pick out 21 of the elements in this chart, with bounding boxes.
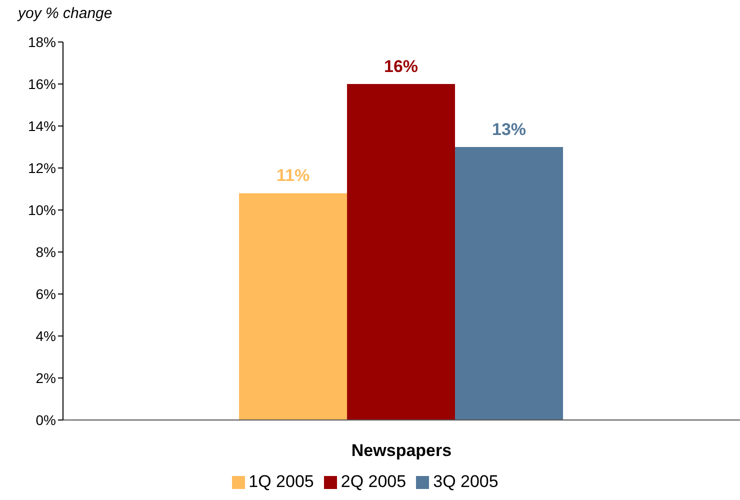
y-tick-label: 8% bbox=[36, 244, 56, 260]
legend-label: 1Q 2005 bbox=[248, 472, 314, 491]
legend-label: 2Q 2005 bbox=[340, 472, 406, 491]
data-label: 11% bbox=[276, 166, 310, 186]
legend-label: 3Q 2005 bbox=[433, 472, 498, 491]
y-tick-label: 6% bbox=[36, 286, 56, 302]
bar bbox=[347, 84, 456, 420]
y-tick-label: 2% bbox=[36, 370, 56, 386]
x-tick-label: Newspapers bbox=[351, 441, 452, 460]
y-tick-label: 4% bbox=[36, 328, 56, 344]
y-tick-label: 12% bbox=[28, 160, 56, 176]
y-tick-label: 0% bbox=[36, 412, 56, 428]
y-tick-label: 10% bbox=[28, 202, 56, 218]
data-label: 13% bbox=[492, 120, 526, 139]
bar bbox=[455, 147, 564, 420]
y-tick-label: 18% bbox=[28, 34, 56, 50]
bar bbox=[239, 193, 348, 420]
data-label: 16% bbox=[384, 57, 418, 76]
y-tick-label: 16% bbox=[28, 76, 56, 92]
y-axis-title: yoy % change bbox=[18, 5, 112, 22]
y-tick-label: 14% bbox=[28, 118, 56, 134]
